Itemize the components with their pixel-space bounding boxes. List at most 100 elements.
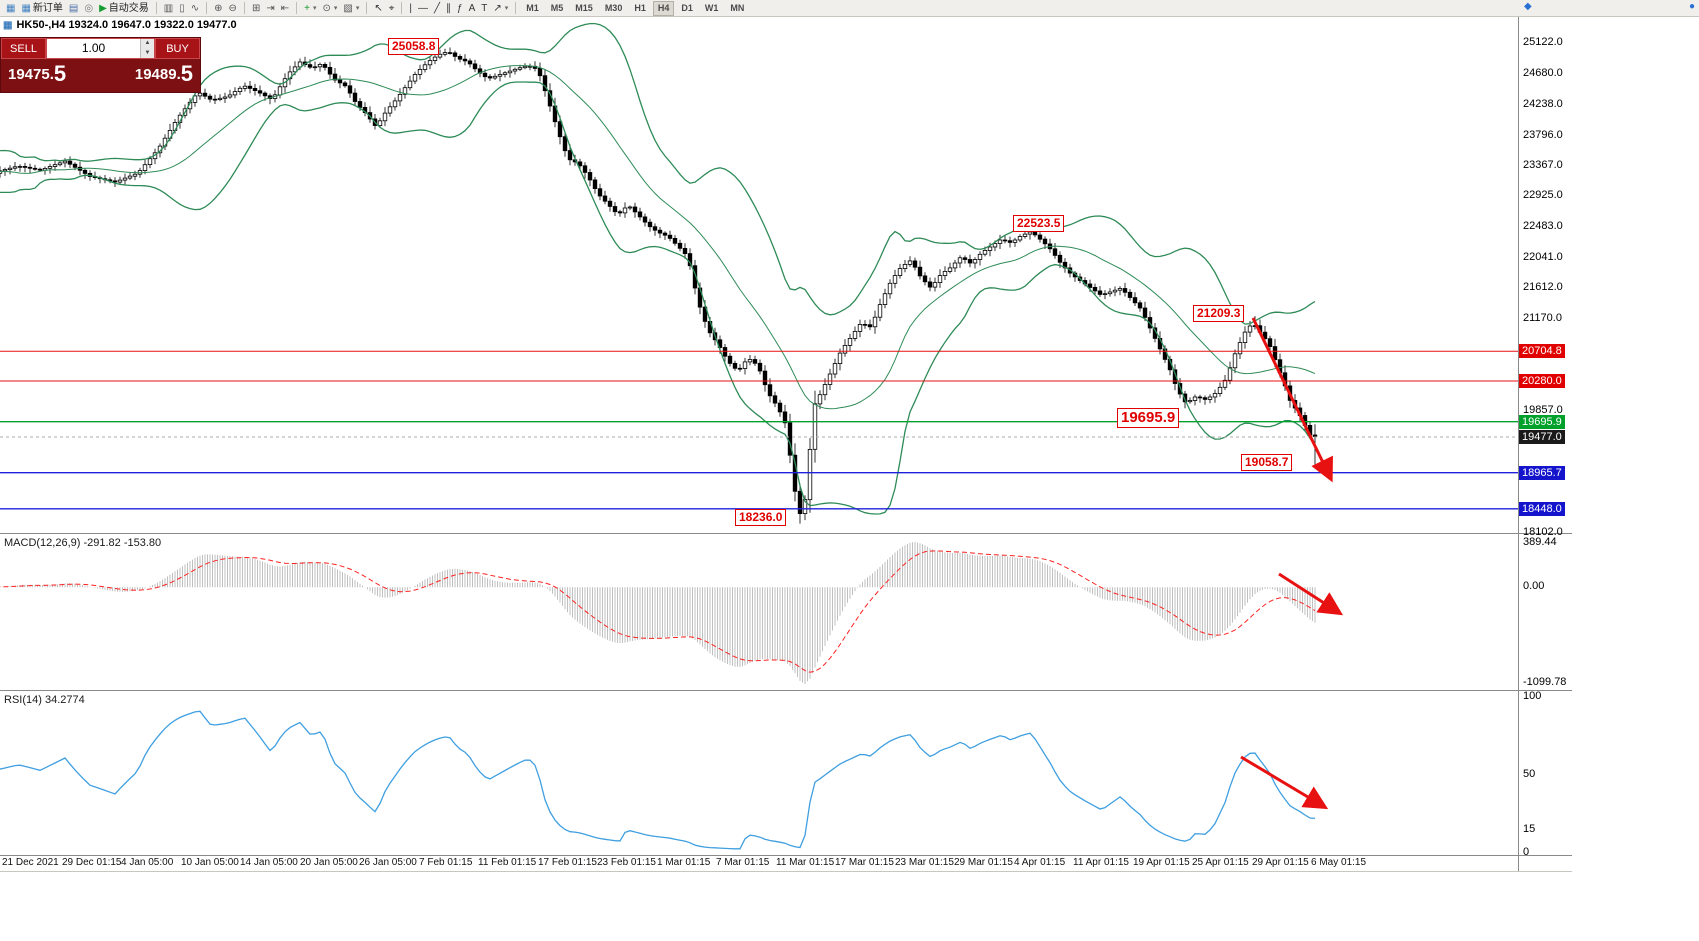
periods-button[interactable]: ⊙ ▾ <box>319 1 340 16</box>
chevron-down-icon[interactable]: ▾ <box>504 5 509 12</box>
vertical-line-button[interactable]: | <box>406 1 415 16</box>
price-tick: 23367.0 <box>1523 158 1563 171</box>
toolbar-separator <box>243 2 245 14</box>
indicators-button[interactable]: + ▾ <box>301 1 319 16</box>
price-annotation[interactable]: 18236.0 <box>735 509 787 526</box>
price-tick: 22925.0 <box>1523 189 1563 202</box>
buy-button[interactable]: BUY <box>155 38 200 59</box>
text-button[interactable]: A <box>466 1 479 16</box>
price-annotation[interactable]: 22523.5 <box>1013 215 1065 232</box>
autotrading-button[interactable]: ▶ 自动交易 <box>96 1 152 16</box>
timeframe-w1-button[interactable]: W1 <box>704 2 719 13</box>
toolbar-separator <box>366 2 368 14</box>
cursor-button[interactable]: ↖ <box>371 1 385 16</box>
time-label: 11 Feb 01:15 <box>478 857 537 868</box>
timeframe-h4-button[interactable]: H4 <box>652 0 675 16</box>
timeframe-d1-button[interactable]: D1 <box>681 2 693 13</box>
price-tick: 23796.0 <box>1523 128 1563 141</box>
rsi-panel[interactable] <box>0 691 1518 855</box>
price-axis-line <box>1518 17 1519 871</box>
chart-shift-button[interactable]: ⇤ <box>278 1 292 16</box>
trend-arrow[interactable] <box>1251 317 1333 483</box>
macd-panel[interactable] <box>0 534 1518 690</box>
volume-up-button[interactable]: ▲ <box>141 39 154 49</box>
timeframe-m15-button[interactable]: M15 <box>575 2 593 13</box>
macd-chart[interactable] <box>0 542 1316 684</box>
crosshair-icon: ⌖ <box>388 2 395 14</box>
zoom-in-button[interactable]: ⊕ <box>211 1 225 16</box>
fibonacci-button[interactable]: ƒ <box>454 1 466 16</box>
bollinger-band-line <box>0 22 1316 325</box>
auto-scroll-button[interactable]: ⇥ <box>263 1 277 16</box>
price-annotation[interactable]: 25058.8 <box>388 38 440 55</box>
new-order-button-label: 新订单 <box>32 2 63 14</box>
rsi-chart[interactable] <box>0 710 1316 850</box>
market-watch-icon: ▤ <box>68 2 79 14</box>
rsi-panel-divider <box>0 690 1572 691</box>
price-tick: 24238.0 <box>1523 97 1563 110</box>
channel-button[interactable]: ∥ <box>443 1 454 16</box>
chat-icon[interactable]: ● <box>1689 1 1696 12</box>
timeframe-m1-button[interactable]: M1 <box>526 2 539 13</box>
arrows-tool-button[interactable]: ↗ ▾ <box>490 1 511 16</box>
trend-arrow[interactable] <box>1240 755 1329 810</box>
price-badge: 20280.0 <box>1519 373 1565 388</box>
trendline-button[interactable]: ╱ <box>431 1 443 16</box>
price-annotation[interactable]: 19058.7 <box>1241 454 1293 471</box>
price-badge: 19477.0 <box>1519 430 1565 445</box>
new-order-button[interactable]: ▦ 新订单 <box>18 1 65 16</box>
price-chart[interactable] <box>0 22 1318 524</box>
sell-button[interactable]: SELL <box>1 38 46 59</box>
line-chart-button[interactable]: ∿ <box>188 1 202 16</box>
candlestick-chart-button[interactable]: ▯ <box>176 1 188 16</box>
chevron-down-icon[interactable]: ▾ <box>333 5 338 12</box>
volume-input[interactable]: 1.00 <box>81 41 106 55</box>
bollinger-band-line <box>0 81 1316 515</box>
community-icon[interactable]: ◆ <box>1524 1 1532 12</box>
market-watch-button[interactable]: ▤ <box>66 1 81 16</box>
price-tick: 22041.0 <box>1523 251 1563 264</box>
timeframe-m5-button[interactable]: M5 <box>550 2 564 13</box>
horizontal-line-button[interactable]: ― <box>415 1 431 16</box>
timeframe-mn-button[interactable]: MN <box>730 2 745 13</box>
alerts-button[interactable]: ◎ <box>81 1 96 16</box>
chart-shift-icon: ⇤ <box>280 2 290 14</box>
sell-price-big: 5 <box>53 61 67 86</box>
time-label: 19 Apr 01:15 <box>1133 857 1190 868</box>
macd-signal-line <box>0 550 1316 673</box>
chevron-down-icon[interactable]: ▾ <box>312 5 317 12</box>
fibonacci-icon: ƒ <box>457 2 463 14</box>
cursor-icon: ↖ <box>374 2 383 14</box>
templates-button[interactable]: ▧ ▾ <box>340 1 362 16</box>
time-axis[interactable]: 21 Dec 2021 29 Dec 01:15 4 Jan 05:00 10 Jan… <box>0 856 1518 871</box>
symbol-ohlc-header: ▦ HK50-,H4 19324.0 19647.0 19322.0 19477… <box>3 19 237 31</box>
timeframe-m30-button[interactable]: M30 <box>604 2 623 13</box>
rsi-label: RSI(14) 34.2774 <box>4 694 85 706</box>
macd-label: MACD(12,26,9) -291.82 -153.80 <box>4 537 162 549</box>
volume-field[interactable]: 1.00 ▲ ▼ <box>46 38 155 59</box>
tile-windows-button[interactable]: ⊞ <box>249 1 263 16</box>
rsi-tick: 15 <box>1523 822 1536 835</box>
volume-down-button[interactable]: ▼ <box>141 48 154 58</box>
price-annotation[interactable]: 21209.3 <box>1193 305 1245 322</box>
crosshair-button[interactable]: ⌖ <box>386 1 398 16</box>
autotrading-button-label: 自动交易 <box>108 2 149 14</box>
text-icon: A <box>468 2 476 14</box>
price-badge: 18965.7 <box>1519 465 1565 480</box>
new-chart-button[interactable]: ▦ <box>3 1 18 16</box>
time-label: 10 Jan 05:00 <box>181 857 239 868</box>
label-button[interactable]: T <box>478 1 490 16</box>
timeframe-h1-button[interactable]: H1 <box>634 2 646 13</box>
time-label: 29 Dec 01:15 <box>62 857 122 868</box>
zoom-out-button[interactable]: ⊖ <box>226 1 240 16</box>
time-label: 11 Apr 01:15 <box>1073 857 1129 868</box>
price-annotation[interactable]: 19695.9 <box>1117 408 1180 428</box>
bar-chart-button[interactable]: ▥ <box>161 1 176 16</box>
time-label: 7 Feb 01:15 <box>419 857 473 868</box>
price-badge: 20704.8 <box>1519 344 1565 359</box>
bollinger-band-line <box>0 65 1316 410</box>
chevron-down-icon[interactable]: ▾ <box>355 5 360 12</box>
trend-arrow[interactable] <box>1278 572 1344 616</box>
chart-icon: ▦ <box>3 19 13 31</box>
